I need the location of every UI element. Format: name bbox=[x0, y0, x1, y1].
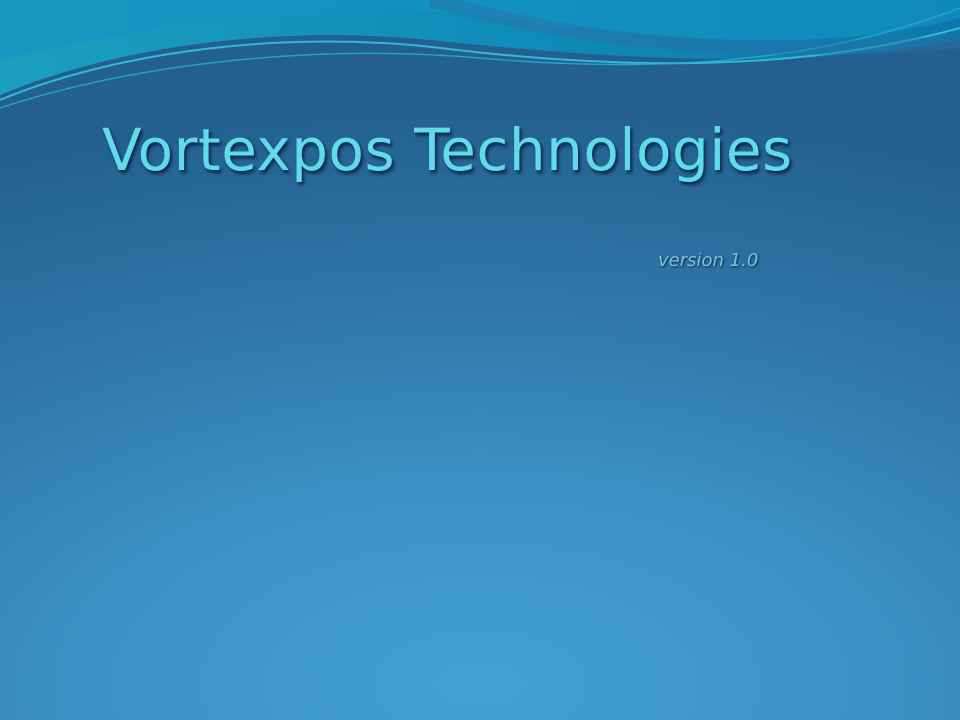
slide-title: Vortexpos Technologies bbox=[102, 116, 793, 184]
wave-header-decoration bbox=[0, 0, 960, 109]
slide-subtitle: version 1.0 bbox=[658, 250, 759, 271]
